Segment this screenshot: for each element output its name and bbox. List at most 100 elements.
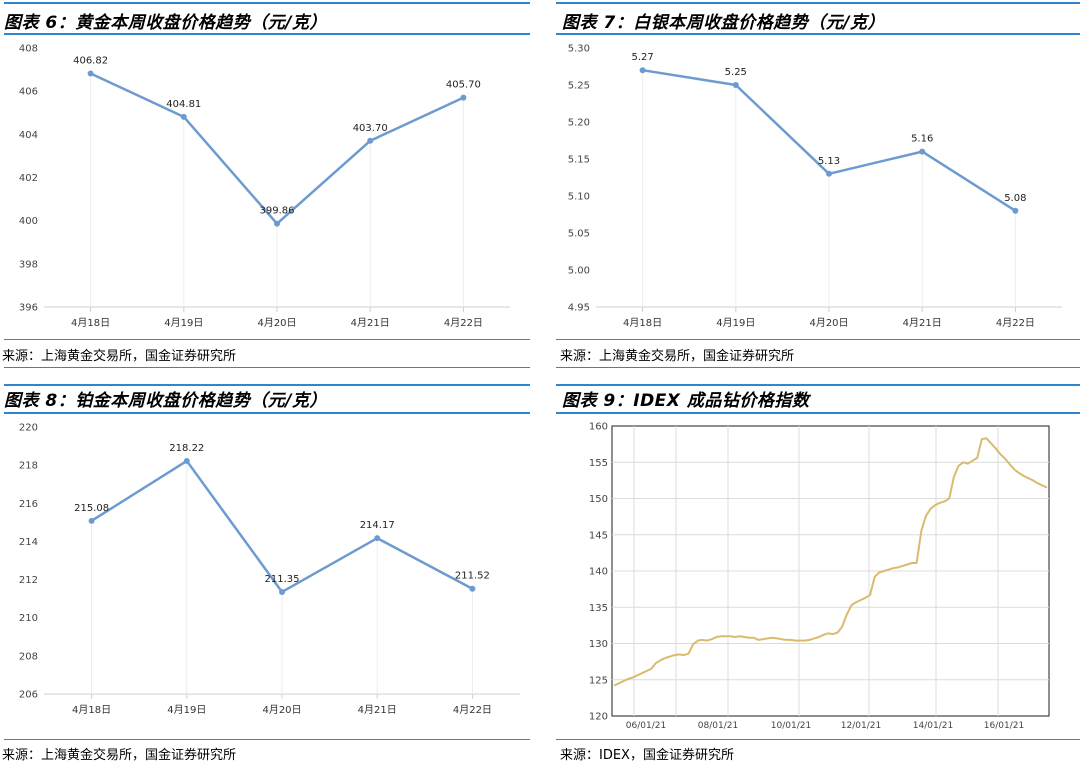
y-tick-label: 216: [19, 499, 38, 510]
series-line: [90, 459, 473, 594]
y-tick-label: 5.25: [568, 81, 590, 92]
data-point: [469, 585, 476, 592]
y-tick-label: 406: [19, 87, 38, 98]
data-label: 406.82: [73, 55, 108, 66]
x-tick-label: 4月20日: [809, 317, 848, 329]
title-bottom-rule: [556, 412, 1080, 414]
data-point: [367, 137, 374, 144]
x-tick-label: 4月19日: [716, 317, 755, 329]
x-tick-label: 4月20日: [262, 704, 301, 716]
y-tick-label: 5.10: [568, 192, 590, 203]
data-point: [374, 535, 381, 542]
y-tick-label: 400: [19, 216, 38, 227]
y-tick-label: 120: [589, 712, 608, 723]
x-tick-label: 4月22日: [453, 704, 492, 716]
y-tick-label: 5.00: [568, 266, 590, 277]
x-tick-label: 06/01/21: [626, 721, 666, 731]
chart-source: 来源：上海黄金交易所，国金证券研究所: [2, 748, 237, 763]
y-tick-label: 212: [19, 575, 38, 586]
y-tick-label: 206: [19, 690, 38, 701]
x-tick-label: 4月21日: [903, 317, 942, 329]
data-label: 211.52: [455, 571, 490, 582]
y-tick-label: 402: [19, 173, 38, 184]
chart-panel-9: 图表 9：IDEX 成品钻价格指数 120 125 130 135 140 145 150 1…: [552, 384, 1080, 768]
data-point: [919, 148, 926, 155]
y-tick-label: 5.15: [568, 155, 590, 166]
source-top-rule: [556, 739, 1080, 740]
chart-source: 来源：上海黄金交易所，国金证券研究所: [2, 349, 237, 364]
x-tick-label: 4月21日: [351, 317, 390, 329]
line-chart-idex: 120 125 130 135 140 145 150 155 160 06/01/21 08/01…: [589, 422, 1050, 731]
y-tick-label: 210: [19, 613, 38, 624]
x-tick-label: 4月22日: [996, 317, 1035, 329]
data-point: [1012, 207, 1019, 214]
data-label: 215.08: [74, 503, 109, 514]
data-point: [732, 82, 739, 88]
x-tick-label: 4月18日: [623, 317, 662, 329]
y-tick-label: 125: [589, 675, 608, 686]
y-tick-label: 140: [589, 567, 608, 578]
data-point: [274, 220, 280, 227]
x-tick-label: 08/01/21: [698, 721, 738, 731]
chart-title: 图表 8：铂金本周收盘价格趋势（元/克）: [4, 391, 327, 411]
y-tick-label: 5.20: [568, 118, 590, 129]
title-top-rule: [556, 2, 1080, 4]
data-label: 399.86: [260, 206, 295, 217]
data-label: 5.13: [818, 156, 840, 167]
y-tick-label: 150: [589, 494, 608, 505]
data-label: 211.35: [265, 574, 300, 585]
line-chart-gold: 396 398 400 402 404 406 408 4月18日 4月19日 4月20日 4月21…: [19, 44, 510, 329]
x-tick-label: 14/01/21: [913, 721, 953, 731]
y-tick-label: 4.95: [568, 303, 590, 314]
x-tick-label: 4月20日: [257, 317, 296, 329]
data-label: 404.81: [166, 99, 201, 110]
y-tick-label: 208: [19, 651, 38, 662]
chart-source: 来源：上海黄金交易所，国金证券研究所: [560, 349, 795, 364]
source-bottom-rule: [556, 367, 1080, 368]
source-top-rule: [556, 339, 1080, 340]
chart-panel-6: 图表 6：黄金本周收盘价格趋势（元/克） 396 398 400 402 404 406 4…: [0, 0, 540, 384]
series-line: [613, 437, 1048, 687]
x-tick-label: 4月21日: [358, 704, 397, 716]
y-tick-label: 135: [589, 603, 608, 614]
data-label: 405.70: [446, 80, 481, 91]
y-tick-label: 155: [589, 458, 608, 469]
x-tick-label: 12/01/21: [841, 721, 881, 731]
line-chart-platinum: 206 208 210 212 214 216 218 220 4月18日 4月19日 4月20日 4…: [19, 423, 520, 716]
data-label: 403.70: [353, 123, 388, 134]
chart-title: 图表 7：白银本周收盘价格趋势（元/克）: [562, 13, 885, 33]
x-tick-label: 4月22日: [444, 317, 483, 329]
title-top-rule: [4, 384, 530, 386]
data-label: 5.16: [911, 134, 933, 145]
y-tick-label: 5.30: [568, 44, 590, 55]
title-top-rule: [556, 384, 1080, 386]
data-label: 218.22: [169, 443, 204, 454]
chart-panel-8: 图表 8：铂金本周收盘价格趋势（元/克） 206 208 210 212 214 216 2…: [0, 384, 540, 768]
title-bottom-rule: [4, 412, 530, 414]
data-point: [460, 94, 467, 101]
chart-source: 来源：IDEX，国金证券研究所: [560, 748, 734, 763]
series-line: [90, 72, 464, 225]
y-tick-label: 214: [19, 537, 38, 548]
data-point: [639, 67, 646, 74]
data-label: 214.17: [360, 520, 395, 531]
source-bottom-rule: [4, 367, 530, 368]
title-top-rule: [4, 2, 530, 4]
y-tick-label: 404: [19, 130, 38, 141]
data-point: [88, 517, 95, 524]
x-tick-label: 16/01/21: [984, 721, 1024, 731]
y-tick-label: 398: [19, 259, 38, 270]
data-point: [180, 113, 187, 120]
chart-title: 图表 6：黄金本周收盘价格趋势（元/克）: [4, 13, 327, 33]
data-label: 5.25: [725, 67, 747, 78]
line-chart-silver: 4.95 5.00 5.05 5.10 5.15 5.20 5.25 5.30 4月18日 4月1…: [568, 44, 1062, 329]
y-tick-label: 408: [19, 44, 38, 55]
data-label: 5.08: [1004, 193, 1026, 204]
y-tick-label: 160: [589, 422, 608, 433]
x-tick-label: 10/01/21: [771, 721, 811, 731]
y-tick-label: 218: [19, 461, 38, 472]
x-tick-label: 4月18日: [72, 704, 111, 716]
y-tick-label: 220: [19, 423, 38, 434]
data-point: [183, 457, 190, 464]
title-bottom-rule: [556, 33, 1080, 35]
